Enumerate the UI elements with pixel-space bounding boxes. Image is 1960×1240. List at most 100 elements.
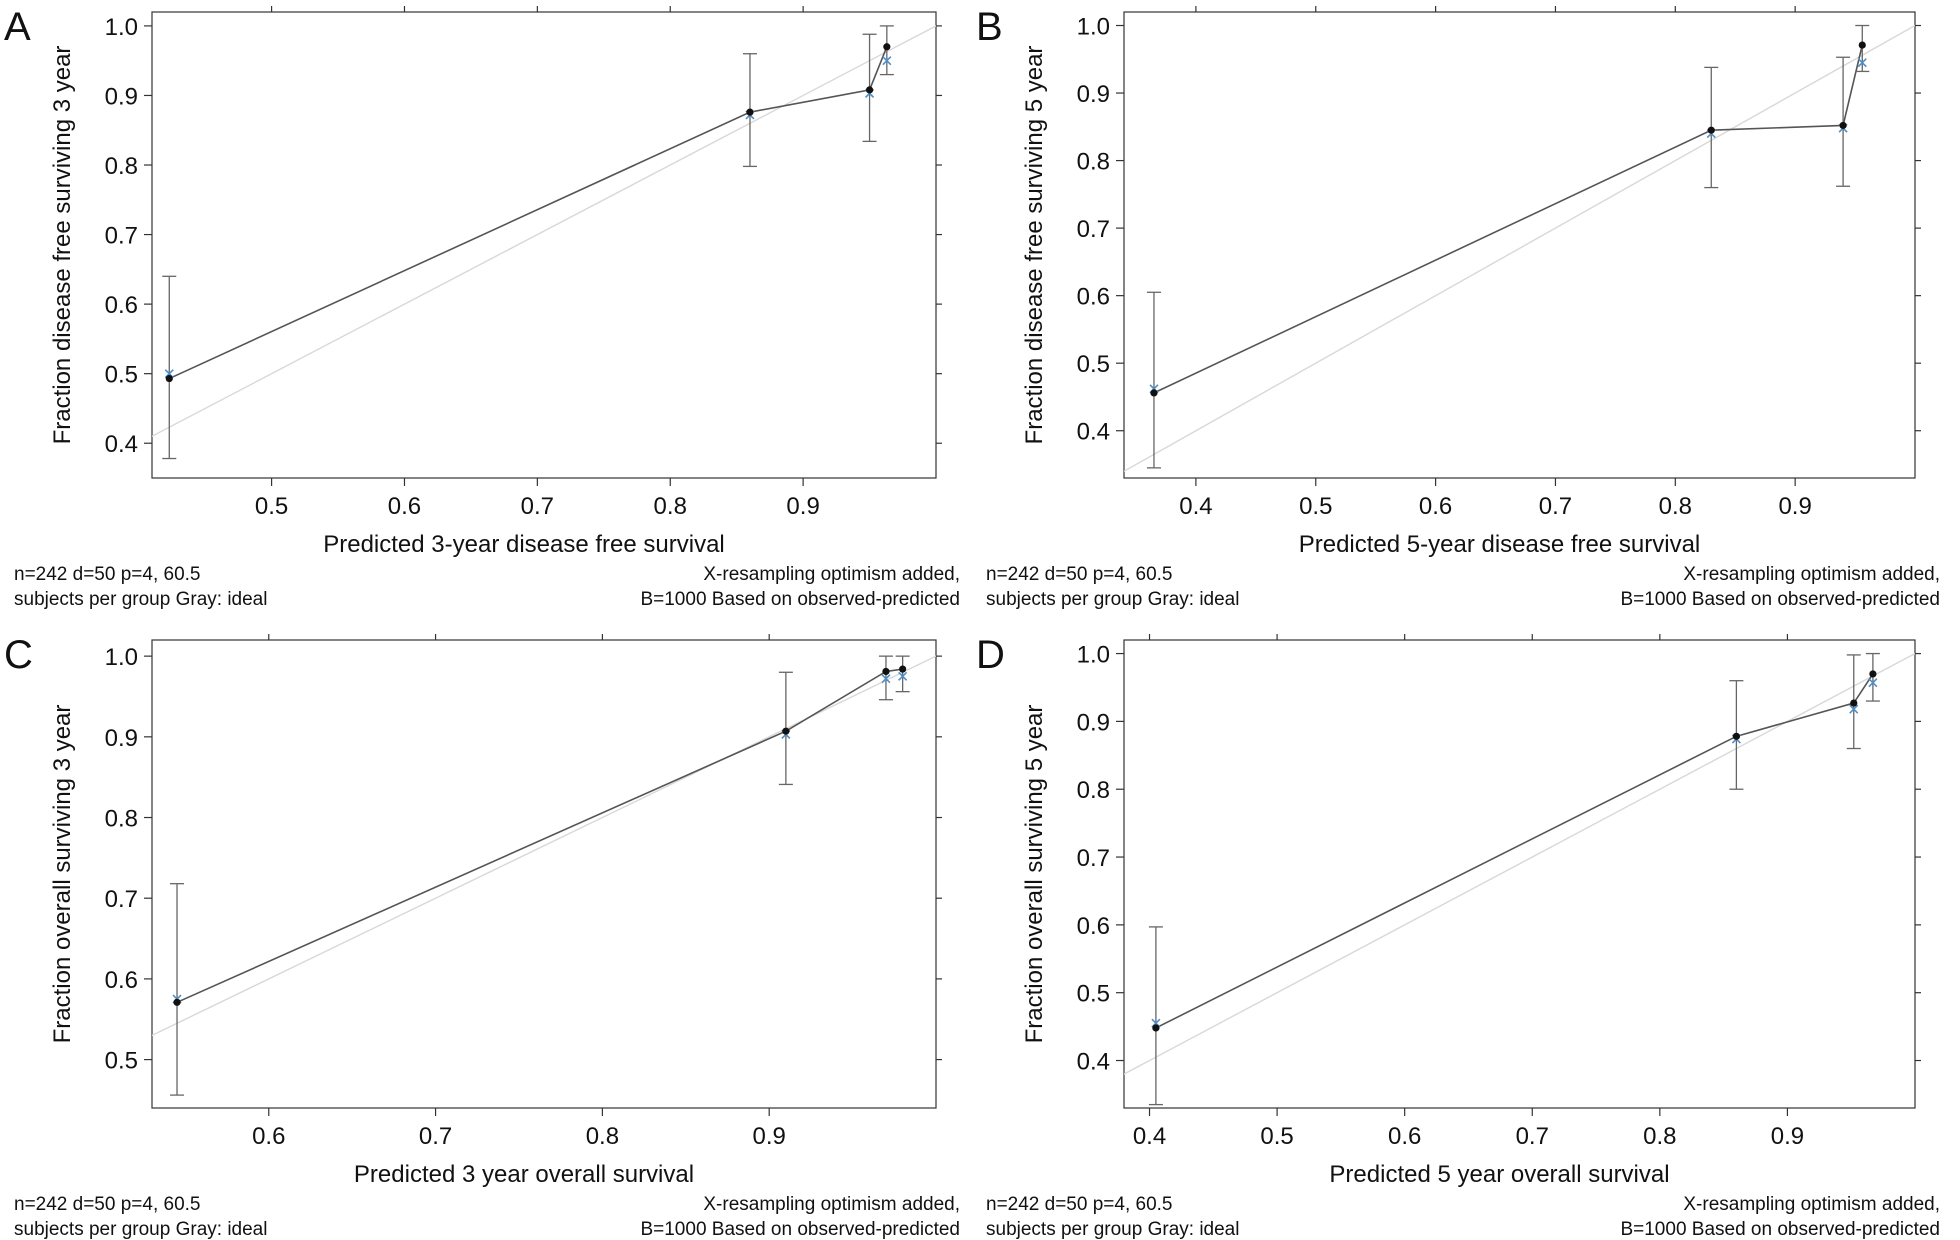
plot-area: [152, 655, 936, 1096]
observed-point: [746, 108, 754, 116]
plot-area: [152, 25, 936, 460]
x-axis-title: Predicted 3 year overall survival: [354, 1161, 694, 1188]
bias-corrected-marker: [898, 671, 908, 681]
y-tick-label: 0.4: [1077, 1049, 1110, 1076]
footnote-right: X-resampling optimism added,: [1683, 1194, 1940, 1215]
observed-calibration-line: [168, 46, 888, 380]
y-axis-title: Fraction disease free surviving 5 year: [1021, 46, 1048, 445]
y-tick-label: 0.4: [1077, 419, 1110, 446]
observed-calibration-line: [1153, 44, 1864, 394]
footnote-right: B=1000 Based on observed-predicted: [1620, 1219, 1940, 1240]
observed-point: [1858, 41, 1866, 49]
y-tick-label: 0.9: [1077, 81, 1110, 108]
y-tick-label: 0.7: [105, 886, 138, 913]
x-tick-label: 0.6: [252, 1123, 285, 1150]
observed-point: [1732, 732, 1740, 740]
y-tick-label: 0.9: [105, 725, 138, 752]
y-tick-label: 0.9: [1077, 709, 1110, 736]
x-axis-title: Predicted 5-year disease free survival: [1299, 531, 1701, 558]
x-tick-label: 0.6: [388, 493, 421, 520]
panel-letter: C: [4, 633, 33, 677]
x-tick-label: 0.9: [786, 493, 819, 520]
bias-corrected-marker: [1857, 58, 1867, 68]
observed-point: [1869, 670, 1877, 678]
panel-letter: A: [4, 5, 31, 49]
footnote-left: subjects per group Gray: ideal: [14, 1219, 267, 1240]
observed-point: [782, 727, 790, 735]
x-tick-label: 0.7: [1539, 493, 1572, 520]
x-tick-label: 0.8: [586, 1123, 619, 1150]
y-tick-label: 0.8: [105, 153, 138, 180]
y-tick-label: 0.8: [1077, 149, 1110, 176]
calibration-panel-d: D 0.4 0.5 0.6 0.7 0.8 0.9 0.4 0.5 0.6 0.7 0.8 0.9 1.0…: [976, 633, 1940, 1240]
y-tick-label: 0.7: [105, 223, 138, 250]
y-tick-label: 1.0: [105, 14, 138, 41]
y-tick-label: 1.0: [105, 644, 138, 671]
x-tick-label: 0.5: [255, 493, 288, 520]
y-tick-label: 0.5: [105, 1048, 138, 1075]
observed-point: [883, 43, 891, 51]
x-tick-label: 0.8: [1643, 1123, 1676, 1150]
x-tick-label: 0.7: [521, 493, 554, 520]
x-tick-label: 0.9: [1778, 493, 1811, 520]
observed-point: [1850, 699, 1858, 707]
observed-calibration-line: [1155, 673, 1874, 1029]
calibration-panel-c: C 0.6 0.7 0.8 0.9 0.5 0.6 0.7 0.8 0.9 1.0 Predicted…: [4, 633, 960, 1240]
x-tick-label: 0.9: [1771, 1123, 1804, 1150]
bias-corrected-marker: [1849, 704, 1859, 714]
x-tick-label: 0.8: [1659, 493, 1692, 520]
y-tick-label: 1.0: [1077, 14, 1110, 41]
y-tick-label: 0.6: [105, 967, 138, 994]
x-tick-label: 0.4: [1179, 493, 1212, 520]
footnote-right: B=1000 Based on observed-predicted: [640, 1219, 960, 1240]
footnote-right: X-resampling optimism added,: [703, 564, 960, 585]
footnote-left: subjects per group Gray: ideal: [986, 1219, 1239, 1240]
x-tick-label: 0.4: [1133, 1123, 1166, 1150]
observed-point: [173, 998, 181, 1006]
footnote-right: B=1000 Based on observed-predicted: [640, 589, 960, 610]
ideal-line: [152, 25, 936, 438]
plot-frame: [151, 639, 937, 1109]
panel-letter: B: [976, 5, 1003, 49]
y-tick-label: 0.6: [105, 292, 138, 319]
y-axis-title: Fraction overall surviving 5 year: [1021, 705, 1048, 1044]
y-tick-label: 0.5: [105, 362, 138, 389]
footnote-left: n=242 d=50 p=4, 60.5: [986, 1194, 1172, 1215]
x-axis-title: Predicted 5 year overall survival: [1329, 1161, 1669, 1188]
plot-area: [1124, 652, 1915, 1106]
plot-area: [1124, 24, 1915, 473]
y-axis-title: Fraction overall surviving 3 year: [49, 705, 76, 1044]
x-axis-title: Predicted 3-year disease free survival: [323, 531, 725, 558]
panel-letter: D: [976, 633, 1005, 677]
y-tick-label: 0.8: [105, 806, 138, 833]
y-axis-title: Fraction disease free surviving 3 year: [49, 46, 76, 445]
x-tick-label: 0.5: [1299, 493, 1332, 520]
observed-point: [165, 374, 173, 383]
y-tick-label: 0.6: [1077, 284, 1110, 311]
x-tick-label: 0.7: [419, 1123, 452, 1150]
footnote-right: X-resampling optimism added,: [1683, 564, 1940, 585]
y-tick-label: 0.7: [1077, 216, 1110, 243]
y-tick-label: 0.7: [1077, 845, 1110, 872]
footnote-left: n=242 d=50 p=4, 60.5: [14, 1194, 200, 1215]
observed-point: [899, 665, 907, 673]
footnote-left: n=242 d=50 p=4, 60.5: [14, 564, 200, 585]
observed-point: [1152, 1024, 1160, 1032]
bias-corrected-marker: [1868, 678, 1878, 688]
x-tick-label: 0.6: [1388, 1123, 1421, 1150]
observed-point: [1150, 389, 1158, 397]
observed-point: [865, 86, 874, 94]
y-tick-label: 0.5: [1077, 351, 1110, 378]
observed-point: [882, 667, 890, 676]
footnote-right: X-resampling optimism added,: [703, 1194, 960, 1215]
observed-point: [1839, 121, 1847, 130]
x-tick-label: 0.8: [654, 493, 687, 520]
calibration-panel-a: A 0.5 0.6 0.7 0.8 0.9 0.4 0.5 0.6 0.7 0.8 0.9 1.0 Pre…: [4, 5, 960, 610]
plot-frame: [1123, 639, 1916, 1109]
y-tick-label: 0.4: [105, 431, 138, 458]
footnote-left: subjects per group Gray: ideal: [986, 589, 1239, 610]
plot-frame: [1123, 11, 1916, 479]
y-tick-label: 0.5: [1077, 981, 1110, 1008]
observed-calibration-line: [176, 668, 903, 1004]
